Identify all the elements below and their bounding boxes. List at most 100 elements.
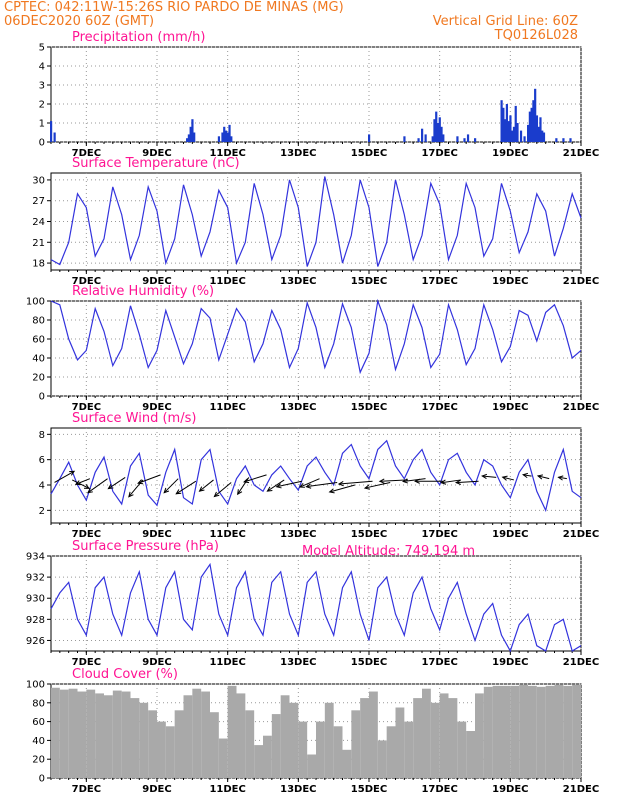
y-tick-label: 100 — [26, 680, 45, 691]
cloud-bar — [528, 685, 537, 778]
cloud-bar — [77, 691, 87, 778]
x-tick-label: 15DEC — [351, 529, 387, 540]
panel-temp: Surface Temperature (nC) 18 21 24 27 30 7DEC 9D… — [32, 156, 599, 287]
cloud-bar — [86, 689, 96, 778]
series-line-rh — [50, 298, 582, 375]
precip-bar — [505, 104, 508, 142]
y-tick-label: 5 — [39, 43, 45, 54]
wind-arrow-head — [175, 489, 182, 495]
precip-bar — [463, 138, 466, 142]
y-tick-label: 80 — [32, 698, 45, 709]
wind-arrow-head — [83, 484, 91, 489]
cloud-bar — [192, 688, 202, 778]
x-tick-label: 17DEC — [421, 276, 457, 287]
precip-bar — [224, 130, 228, 142]
cloud-bar — [263, 735, 272, 778]
cloud-bar — [59, 689, 69, 778]
precip-bar — [189, 126, 192, 142]
panel-cloud: Cloud Cover (%) 0 20 40 60 80 100 7DEC 9DEC 11DEC… — [26, 667, 599, 795]
cloud-bar — [254, 745, 263, 778]
wind-arrow-head — [363, 484, 370, 490]
x-tick-label: 9DEC — [142, 529, 171, 540]
x-tick-label: 11DEC — [209, 529, 245, 540]
precip-bar — [217, 136, 221, 142]
wind-arrow-head — [243, 478, 250, 484]
wind-arrow-head — [521, 472, 529, 479]
wind-arrow-head — [414, 478, 420, 484]
x-tick-label: 17DEC — [421, 148, 457, 159]
model-code: TQ0126L028 — [494, 28, 578, 43]
wind-arrow — [379, 479, 408, 482]
x-tick-label: 21DEC — [563, 276, 599, 287]
precip-bar — [516, 123, 519, 142]
precip-bar — [534, 88, 537, 142]
wind-arrow — [243, 474, 267, 483]
precip-bar — [50, 121, 53, 142]
grid-note: Vertical Grid Line: 60Z — [433, 14, 578, 29]
cloud-bar — [492, 685, 502, 778]
y-tick-label: 0 — [39, 392, 45, 403]
y-tick-label: 20 — [32, 373, 45, 384]
cloud-bar — [430, 702, 440, 778]
wind-arrow — [108, 476, 126, 490]
y-tick-label: 40 — [32, 354, 45, 365]
precip-bar — [532, 100, 535, 142]
y-tick-label: 6 — [39, 455, 45, 466]
wind-arrow — [163, 478, 179, 494]
cloud-bar — [386, 726, 396, 778]
cloud-bar — [271, 714, 281, 778]
altitude-label: Model Altitude: 749.194 m — [302, 544, 475, 559]
cloud-bar — [413, 698, 422, 778]
precip-bar — [193, 132, 196, 142]
y-tick-label: 1 — [39, 119, 45, 130]
cloud-bar — [404, 721, 414, 778]
panel-title-wind: Surface Wind (m/s) — [72, 411, 196, 426]
wind-arrow-head — [107, 484, 114, 490]
x-tick-label: 17DEC — [421, 657, 457, 668]
y-tick-label: 4 — [39, 481, 45, 492]
wind-arrow-head — [440, 479, 447, 485]
x-tick-label: 13DEC — [280, 784, 316, 795]
wind-arrow-head — [163, 487, 170, 494]
wind-arrow-head — [501, 475, 508, 481]
x-tick-label: 17DEC — [421, 529, 457, 540]
cloud-bar — [360, 698, 369, 778]
x-tick-label: 7DEC — [72, 784, 101, 795]
x-tick-label: 11DEC — [209, 148, 245, 159]
cloud-bar — [148, 710, 157, 778]
cloud-bar — [121, 691, 131, 778]
wind-arrow-head — [86, 488, 93, 494]
y-tick-label: 4 — [39, 62, 45, 73]
precip-bar — [53, 132, 56, 142]
cloud-bar — [245, 710, 255, 778]
precip-bar — [527, 124, 530, 142]
y-tick-label: 24 — [32, 217, 45, 228]
x-tick-label: 21DEC — [563, 784, 599, 795]
y-tick-label: 30 — [32, 175, 45, 186]
x-tick-label: 9DEC — [142, 784, 171, 795]
wind-arrow — [537, 475, 550, 480]
wind-arrow-head — [401, 478, 409, 484]
wind-arrow-head — [298, 482, 305, 488]
precip-bar — [500, 100, 503, 142]
cloud-bar — [448, 698, 458, 778]
y-tick-label: 20 — [32, 755, 45, 766]
y-tick-label: 932 — [26, 573, 45, 584]
precip-bar — [569, 138, 572, 142]
panel-frame — [50, 300, 582, 397]
wind-arrow — [456, 480, 479, 484]
cloud-bar — [227, 685, 237, 778]
wind-arrow — [441, 479, 461, 484]
x-tick-label: 15DEC — [351, 276, 387, 287]
precip-bar — [230, 136, 233, 142]
precip-bar — [442, 134, 445, 142]
x-tick-label: 15DEC — [351, 402, 387, 413]
wind-arrow-head — [337, 481, 344, 487]
precip-bar — [511, 130, 514, 142]
y-tick-label: 0 — [39, 774, 45, 785]
x-tick-label: 21DEC — [563, 657, 599, 668]
cloud-bar — [236, 693, 246, 778]
wind-arrow-head — [213, 491, 220, 498]
wind-arrow-head — [305, 483, 312, 489]
